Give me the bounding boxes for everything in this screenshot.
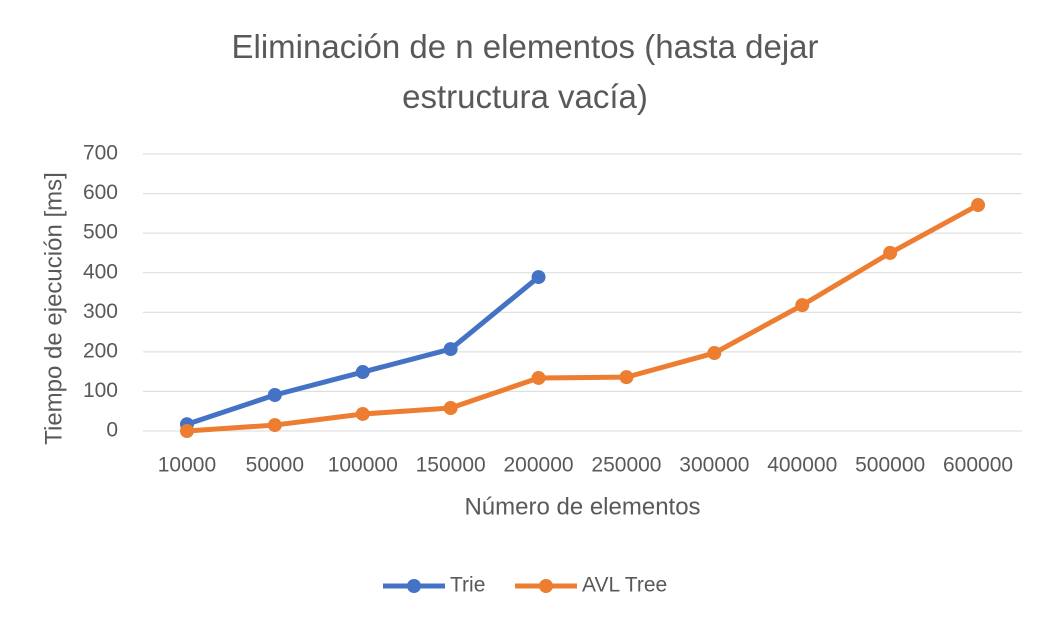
x-tick-label: 250000 [591,454,661,477]
y-tick-label: 400 [83,260,118,283]
series-line [186,275,541,427]
x-tick-label: 100000 [328,454,398,477]
y-tick-label: 600 [83,181,118,204]
x-tick-label: 500000 [855,454,925,477]
y-tick-label: 200 [83,339,118,362]
x-tick-label: 400000 [767,454,837,477]
data-point [619,370,634,385]
x-tick-label: 50000 [246,454,304,477]
x-tick-label: 600000 [943,454,1013,477]
y-tick-label: 100 [83,379,118,402]
series-line [186,202,980,434]
chart-title: Eliminación de n elementos (hasta dejar … [231,28,819,115]
legend-marker [539,579,553,593]
data-point [179,424,194,438]
legend-marker [407,579,421,593]
data-point [707,346,722,361]
data-point [355,365,370,380]
data-point [355,406,370,421]
data-point [443,342,458,357]
data-point [883,245,898,260]
legend-label: Trie [450,574,485,597]
y-tick-label: 300 [83,300,118,323]
data-point [971,198,986,213]
legend-label: AVL Tree [582,574,667,597]
data-point [443,401,458,416]
x-tick-label: 300000 [679,454,749,477]
data-point [267,387,282,402]
y-axis-title: Tiempo de ejecución [ms] [40,172,67,445]
data-point [795,298,810,313]
data-point [531,270,546,285]
data-point [531,370,546,385]
x-tick-label: 150000 [416,454,486,477]
x-tick-label: 10000 [158,454,216,477]
data-point [267,418,282,433]
y-tick-label: 0 [106,419,118,442]
x-axis-title: Número de elementos [464,493,700,520]
x-tick-label: 200000 [504,454,574,477]
y-tick-label: 700 [83,142,118,165]
y-tick-label: 500 [83,221,118,244]
